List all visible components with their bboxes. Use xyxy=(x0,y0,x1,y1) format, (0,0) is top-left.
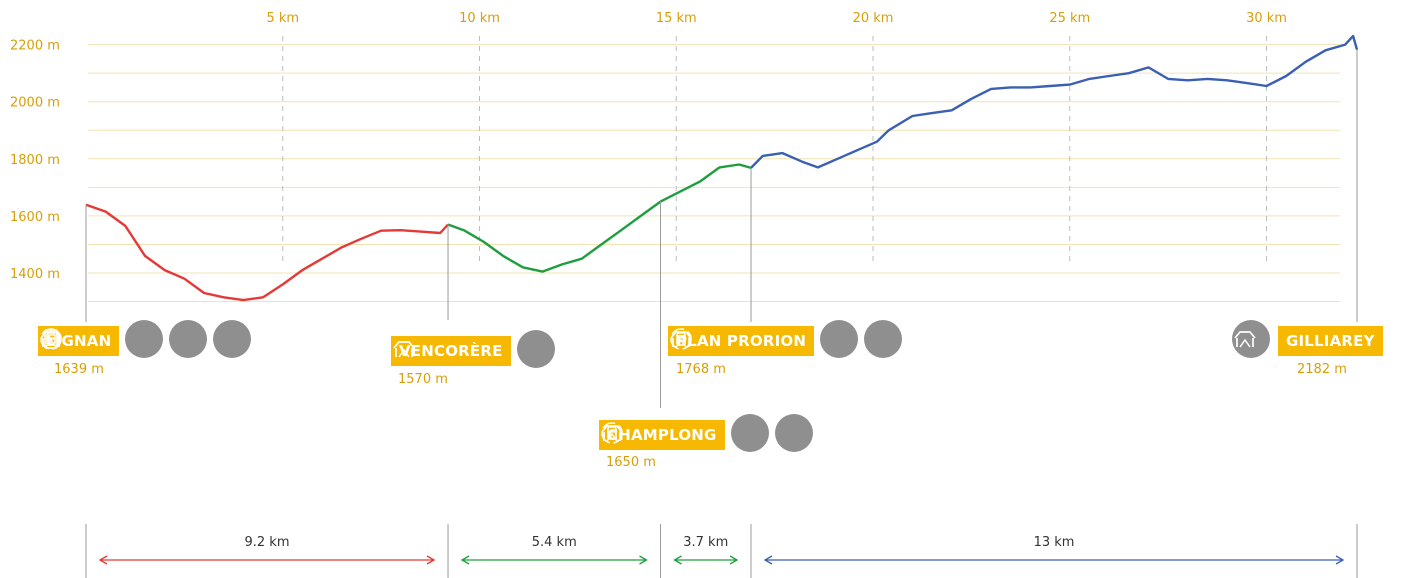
waypoint-name: PLAN PRORION xyxy=(668,326,815,356)
arrowhead-left xyxy=(98,555,108,565)
waypoint-vencor-re: VENCORÈRE xyxy=(391,330,555,368)
segment-label: 13 km xyxy=(1034,535,1075,550)
profile-series xyxy=(447,200,662,273)
arrowhead-left xyxy=(673,555,682,565)
grid-layer xyxy=(88,44,1340,303)
y-tick-label: 2200 m xyxy=(10,39,60,54)
waypoint-name: CHAMPLONG xyxy=(599,420,725,450)
x-axis: 5 km 10 km 15 km 20 km 25 km 30 km xyxy=(266,11,1287,262)
y-tick-label: 1600 m xyxy=(10,210,60,225)
segment-label: 3.7 km xyxy=(683,535,728,550)
profile-series xyxy=(85,203,449,302)
x-tick-label: 5 km xyxy=(266,11,299,26)
x-tick-label: 15 km xyxy=(656,11,697,26)
x-tick-label: 30 km xyxy=(1246,11,1287,26)
shelter-icon xyxy=(601,414,813,452)
shelter-icon xyxy=(670,320,903,358)
waypoint-elevation: 1639 m xyxy=(54,362,104,377)
profile-lines xyxy=(85,34,1359,408)
waypoint-plan-prorion: PLAN PRORION xyxy=(668,320,903,358)
shelter-icon xyxy=(393,330,555,368)
segment-distances: 9.2 km 5.4 km 3.7 km 13 km xyxy=(85,524,1358,578)
profile-series xyxy=(750,34,1359,169)
segment-label: 5.4 km xyxy=(532,535,577,550)
arrowhead-right xyxy=(1335,555,1345,565)
arrowhead-right xyxy=(639,555,648,565)
waypoint-icons xyxy=(670,320,903,358)
waypoint-gilliarey: GILLIAREY xyxy=(1232,320,1383,358)
profile-series xyxy=(659,163,752,203)
waypoint-elevation: 1768 m xyxy=(676,362,726,377)
bus-icon xyxy=(601,414,769,452)
y-axis: 1400 m 1600 m 1800 m 2000 m 2200 m xyxy=(10,39,60,282)
waypoint-icons xyxy=(393,330,555,368)
waypoint-lignan: LIGNAN xyxy=(38,320,252,358)
waypoint-elevation: 1570 m xyxy=(398,372,448,387)
waypoint-name: GILLIAREY xyxy=(1278,326,1383,356)
waypoint-champlong: CHAMPLONG xyxy=(599,414,813,452)
x-tick-label: 25 km xyxy=(1049,11,1090,26)
waypoint-elevation: 1650 m xyxy=(606,455,656,470)
waypoint-elevation: 2182 m xyxy=(1297,362,1347,377)
y-tick-label: 1400 m xyxy=(10,267,60,282)
bus-icon xyxy=(670,320,859,358)
waypoint-icons xyxy=(601,414,813,452)
segment-label: 9.2 km xyxy=(245,535,290,550)
arrowhead-left xyxy=(763,555,773,565)
shelter-icon xyxy=(1232,320,1270,358)
x-tick-label: 10 km xyxy=(459,11,500,26)
y-tick-label: 1800 m xyxy=(10,153,60,168)
bus-icon xyxy=(40,320,164,358)
shelter-icon xyxy=(40,320,208,358)
waypoint-name: VENCORÈRE xyxy=(391,336,511,366)
arrowhead-right xyxy=(729,555,739,565)
x-tick-label: 20 km xyxy=(853,11,894,26)
y-tick-label: 2000 m xyxy=(10,96,60,111)
waypoint-name: LIGNAN xyxy=(38,326,120,356)
waypoint-icons xyxy=(40,320,252,358)
waypoint-icons xyxy=(1232,320,1270,358)
arrowhead-left xyxy=(460,555,470,565)
arrowhead-right xyxy=(426,555,436,565)
info-icon xyxy=(44,320,252,358)
